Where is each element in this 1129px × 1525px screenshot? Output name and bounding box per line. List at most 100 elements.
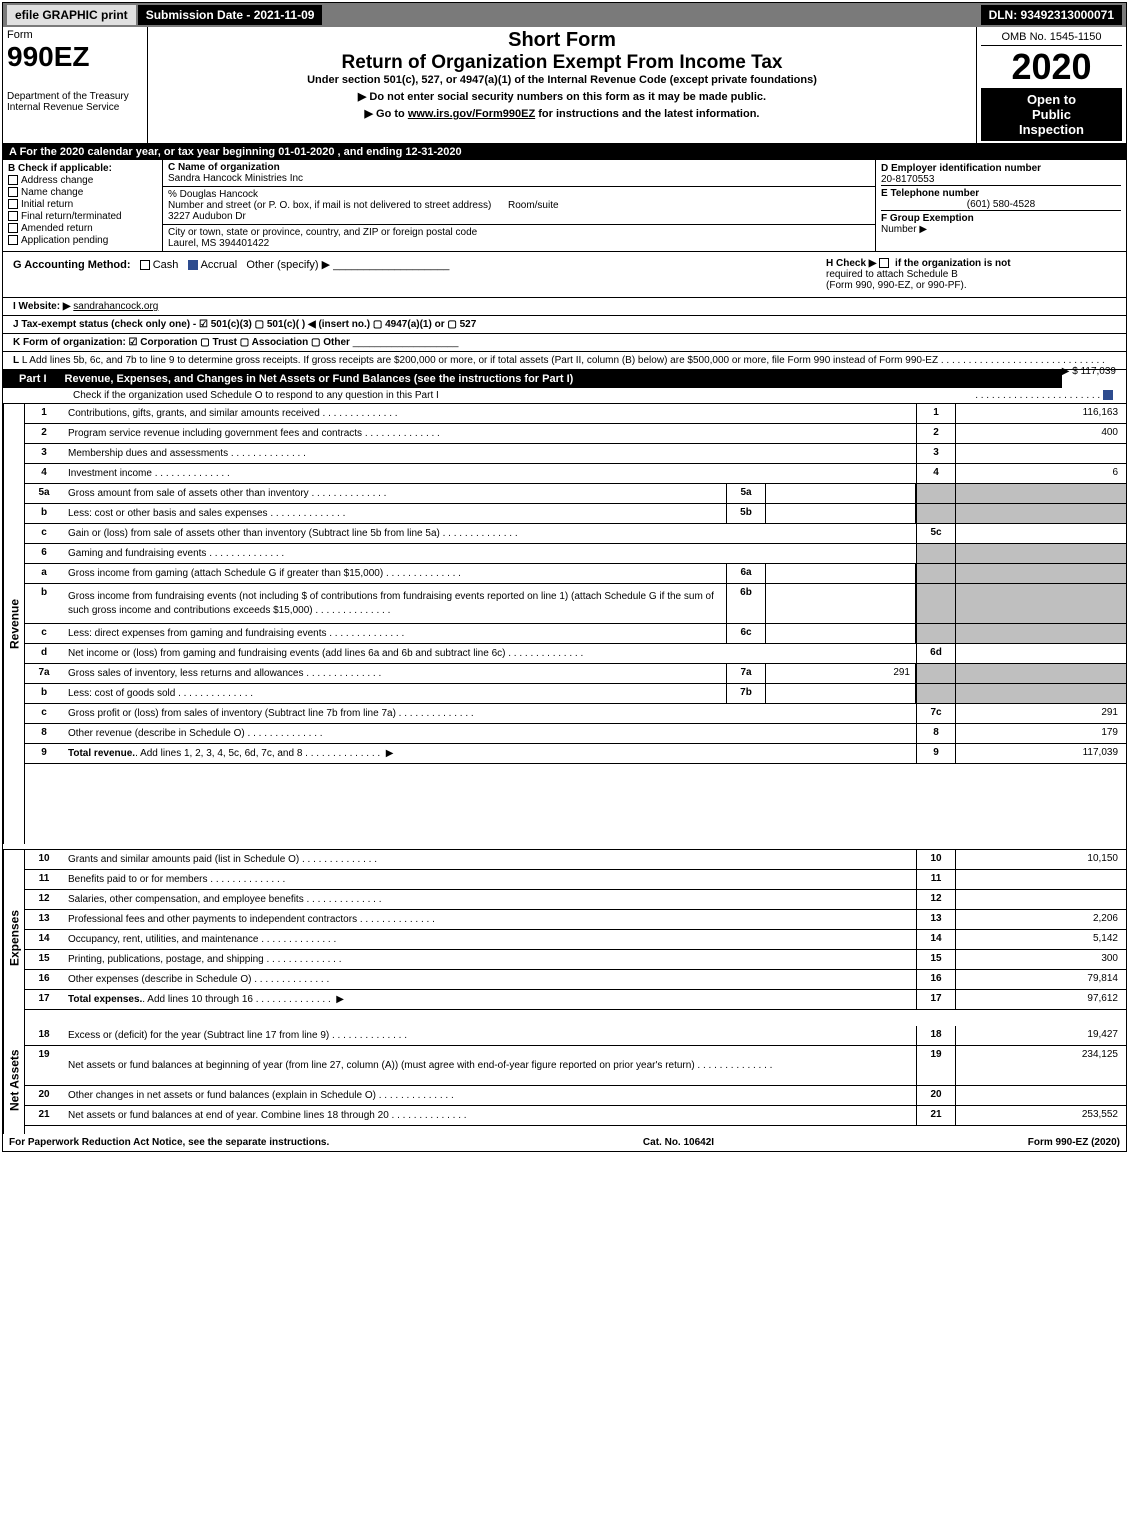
group-exemption-label: F Group Exemption — [881, 213, 974, 224]
line-num: b — [25, 584, 63, 623]
sub-val: 291 — [766, 664, 916, 683]
ref-col — [916, 624, 956, 643]
street-label: Number and street (or P. O. box, if mail… — [168, 200, 491, 211]
part1-check-line: Check if the organization used Schedule … — [3, 388, 1126, 404]
section-b-title: B Check if applicable: — [8, 163, 157, 174]
line-row-13: 13Professional fees and other payments t… — [25, 910, 1126, 930]
efile-print-button[interactable]: efile GRAPHIC print — [7, 5, 136, 25]
ref-col: 15 — [916, 950, 956, 969]
line-l-amount: ▶ $ 117,039 — [1062, 366, 1116, 377]
line-desc: Benefits paid to or for members . . . . … — [63, 870, 916, 889]
ref-col: 7c — [916, 704, 956, 723]
section-def: D Employer identification number 20-8170… — [876, 160, 1126, 251]
sub-val — [766, 484, 916, 503]
checkbox-name-change[interactable] — [8, 187, 18, 197]
line-num: 5a — [25, 484, 63, 503]
line-desc: Salaries, other compensation, and employ… — [63, 890, 916, 909]
amount-col: 234,125 — [956, 1046, 1126, 1085]
form-label: Form — [7, 29, 143, 41]
line-num: 2 — [25, 424, 63, 443]
ref-col: 10 — [916, 850, 956, 869]
expenses-section: Expenses 10Grants and similar amounts pa… — [3, 850, 1126, 1026]
amount-col: 253,552 — [956, 1106, 1126, 1125]
line-row-19: 19Net assets or fund balances at beginni… — [25, 1046, 1126, 1086]
amount-col — [956, 544, 1126, 563]
sub-val — [766, 684, 916, 703]
checkbox-initial-return[interactable] — [8, 199, 18, 209]
checkbox-application-pending[interactable] — [8, 235, 18, 245]
ref-col: 3 — [916, 444, 956, 463]
amount-col: 117,039 — [956, 744, 1126, 763]
accounting-method: G Accounting Method: Cash Accrual Other … — [13, 258, 826, 291]
line-desc: Program service revenue including govern… — [63, 424, 916, 443]
line-num: 19 — [25, 1046, 63, 1085]
checkbox-accrual[interactable] — [188, 260, 198, 270]
line-desc: Less: cost or other basis and sales expe… — [63, 504, 726, 523]
ref-col: 16 — [916, 970, 956, 989]
ref-col: 11 — [916, 870, 956, 889]
line-desc: Net income or (loss) from gaming and fun… — [63, 644, 916, 663]
line-num: c — [25, 624, 63, 643]
checkbox-cash[interactable] — [140, 260, 150, 270]
ref-col — [916, 484, 956, 503]
line-desc: Professional fees and other payments to … — [63, 910, 916, 929]
website-link[interactable]: sandrahancock.org — [73, 301, 158, 312]
line-num: b — [25, 684, 63, 703]
schedule-o-check[interactable] — [1103, 390, 1113, 400]
amount-col — [956, 870, 1126, 889]
footer-right: Form 990-EZ (2020) — [1028, 1137, 1120, 1148]
line-desc: Gain or (loss) from sale of assets other… — [63, 524, 916, 543]
ref-col: 8 — [916, 724, 956, 743]
line-desc: Total expenses.. Add lines 10 through 16… — [63, 990, 916, 1009]
line-num: a — [25, 564, 63, 583]
line-num: c — [25, 704, 63, 723]
amount-col — [956, 584, 1126, 623]
ref-col: 9 — [916, 744, 956, 763]
line-row-21: 21Net assets or fund balances at end of … — [25, 1106, 1126, 1126]
amount-col: 10,150 — [956, 850, 1126, 869]
phone-label: E Telephone number — [881, 185, 1121, 199]
checkbox-address-change[interactable] — [8, 175, 18, 185]
return-title: Return of Organization Exempt From Incom… — [156, 52, 968, 74]
group-number-label: Number ▶ — [881, 224, 1121, 235]
line-row-a: aGross income from gaming (attach Schedu… — [25, 564, 1126, 584]
room-label: Room/suite — [508, 200, 559, 211]
expenses-side-label: Expenses — [3, 850, 25, 1026]
line-row-b: bGross income from fundraising events (n… — [25, 584, 1126, 624]
part1-title: Revenue, Expenses, and Changes in Net As… — [65, 373, 574, 385]
line-row-1: 1Contributions, gifts, grants, and simil… — [25, 404, 1126, 424]
line-desc: Gaming and fundraising events . . . . . … — [63, 544, 916, 563]
ssn-warning: ▶ Do not enter social security numbers o… — [156, 90, 968, 103]
ref-col: 17 — [916, 990, 956, 1009]
top-bar: efile GRAPHIC print Submission Date - 20… — [3, 3, 1126, 27]
ref-col: 2 — [916, 424, 956, 443]
line-num: 13 — [25, 910, 63, 929]
sub-col: 7b — [726, 684, 766, 703]
header-left: Form 990EZ Department of the Treasury In… — [3, 27, 148, 143]
irs-link[interactable]: www.irs.gov/Form990EZ — [408, 108, 535, 120]
line-row-2: 2Program service revenue including gover… — [25, 424, 1126, 444]
city-label: City or town, state or province, country… — [168, 227, 477, 238]
line-num: d — [25, 644, 63, 663]
section-b: B Check if applicable: Address change Na… — [3, 160, 163, 251]
checkbox-amended[interactable] — [8, 223, 18, 233]
line-desc: Excess or (deficit) for the year (Subtra… — [63, 1026, 916, 1045]
amount-col — [956, 484, 1126, 503]
ein-label: D Employer identification number — [881, 163, 1121, 174]
amount-col: 400 — [956, 424, 1126, 443]
line-row-c: cGross profit or (loss) from sales of in… — [25, 704, 1126, 724]
part1-header: Part I Revenue, Expenses, and Changes in… — [3, 370, 1062, 388]
checkbox-final-return[interactable] — [8, 211, 18, 221]
sub-col: 5a — [726, 484, 766, 503]
checkbox-h[interactable] — [879, 258, 889, 268]
amount-col — [956, 890, 1126, 909]
line-row-c: cLess: direct expenses from gaming and f… — [25, 624, 1126, 644]
line-row-3: 3Membership dues and assessments . . . .… — [25, 444, 1126, 464]
net-assets-side-label: Net Assets — [3, 1026, 25, 1134]
dept-irs: Internal Revenue Service — [7, 102, 143, 113]
ref-col: 5c — [916, 524, 956, 543]
line-row-14: 14Occupancy, rent, utilities, and mainte… — [25, 930, 1126, 950]
tax-exempt-row: J Tax-exempt status (check only one) - ☑… — [3, 316, 1126, 334]
part-label: Part I — [11, 372, 55, 386]
amount-col: 79,814 — [956, 970, 1126, 989]
